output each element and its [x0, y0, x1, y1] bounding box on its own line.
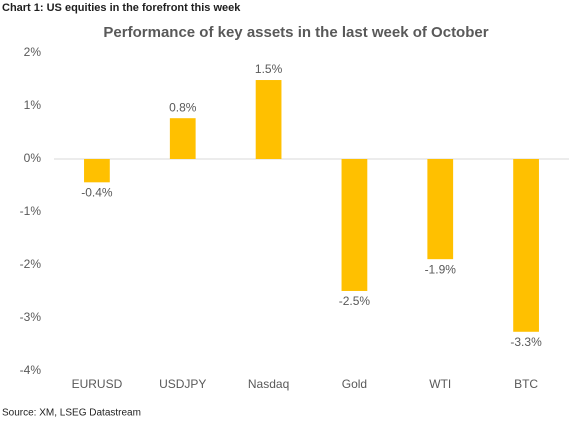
- value-label: 1.5%: [255, 62, 283, 76]
- bar: [255, 80, 282, 159]
- y-tick-label: 1%: [24, 98, 42, 112]
- x-tick-label: WTI: [429, 377, 451, 391]
- bar: [513, 159, 539, 332]
- x-tick-label: Gold: [342, 377, 367, 391]
- value-label: -1.9%: [425, 262, 457, 276]
- bar: [169, 118, 196, 159]
- x-tick-label: EURUSD: [72, 377, 123, 391]
- x-tick-label: USDJPY: [159, 377, 206, 391]
- value-label: 0.8%: [169, 100, 197, 114]
- y-tick-label: -1%: [20, 204, 42, 218]
- x-tick-label: Nasdaq: [248, 377, 289, 391]
- value-label: -2.5%: [339, 294, 371, 308]
- value-label: -0.4%: [81, 185, 113, 199]
- bar: [341, 159, 368, 291]
- y-tick-label: -2%: [20, 257, 42, 271]
- value-label: -3.3%: [510, 335, 542, 349]
- y-tick-label: -4%: [20, 363, 42, 377]
- y-tick-label: 2%: [24, 45, 42, 59]
- x-tick-label: BTC: [514, 377, 538, 391]
- y-tick-label: 0%: [24, 151, 42, 165]
- source: Source: XM, LSEG Datastream: [2, 408, 141, 419]
- bar: [84, 159, 110, 183]
- chart-title: Performance of key assets in the last we…: [103, 24, 488, 41]
- y-tick-label: -3%: [20, 310, 42, 324]
- bar: [427, 159, 454, 260]
- header: Chart 1: US equities in the forefront th…: [2, 2, 241, 14]
